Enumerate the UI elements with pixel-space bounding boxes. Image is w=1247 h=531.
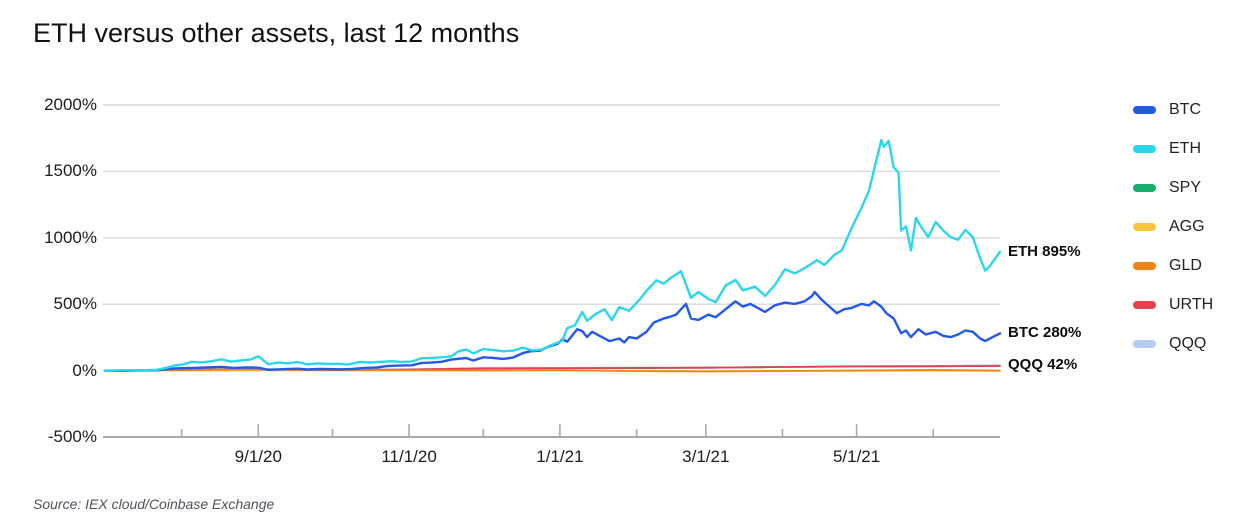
legend-swatch-icon (1133, 183, 1156, 192)
x-tick-label: 3/1/21 (682, 447, 730, 466)
chart-title: ETH versus other assets, last 12 months (33, 18, 520, 48)
legend-item-qqq: QQQ (1133, 335, 1213, 352)
legend-item-urth: URTH (1133, 296, 1213, 313)
legend-label: BTC (1169, 100, 1201, 118)
y-tick-label: 500% (53, 294, 97, 314)
source-note: Source: IEX cloud/Coinbase Exchange (33, 496, 275, 512)
series-end-label: ETH 895% (1008, 242, 1081, 260)
y-tick-label: 0% (72, 360, 97, 380)
legend-swatch-icon (1133, 144, 1156, 153)
y-tick-label: 1500% (44, 161, 97, 181)
legend-item-agg: AGG (1133, 218, 1213, 235)
legend-label: AGG (1169, 217, 1205, 235)
legend-item-spy: SPY (1133, 179, 1213, 196)
y-tick-label: -500% (47, 427, 97, 446)
legend-label: GLD (1169, 256, 1202, 274)
legend-label: URTH (1169, 295, 1214, 313)
x-tick-label: 5/1/21 (832, 447, 881, 466)
legend-swatch-icon (1133, 222, 1156, 231)
legend-swatch-icon (1133, 339, 1156, 348)
legend-item-gld: GLD (1133, 257, 1213, 274)
x-tick-label: 1/1/21 (536, 447, 584, 466)
legend-swatch-icon (1133, 300, 1156, 309)
legend-label: SPY (1169, 178, 1202, 196)
legend-item-eth: ETH (1133, 140, 1213, 157)
legend: BTC ETH SPY AGG GLD URTH QQQ (1133, 101, 1213, 374)
legend-swatch-icon (1133, 261, 1156, 270)
series-line-gld (104, 368, 1001, 373)
x-tick-label: 9/1/20 (234, 447, 282, 466)
series-line-eth (103, 138, 1002, 372)
series-end-label: QQQ 42% (1008, 356, 1078, 374)
y-tick-label: 1000% (44, 227, 97, 247)
legend-swatch-icon (1133, 105, 1156, 114)
legend-label: QQQ (1169, 334, 1207, 352)
x-tick-label: 11/1/20 (381, 447, 437, 466)
legend-label: ETH (1169, 139, 1201, 157)
legend-item-btc: BTC (1133, 101, 1213, 118)
series-end-label: BTC 280% (1008, 324, 1082, 342)
y-tick-label: 2000% (44, 95, 97, 114)
series-line-btc (103, 290, 1002, 373)
